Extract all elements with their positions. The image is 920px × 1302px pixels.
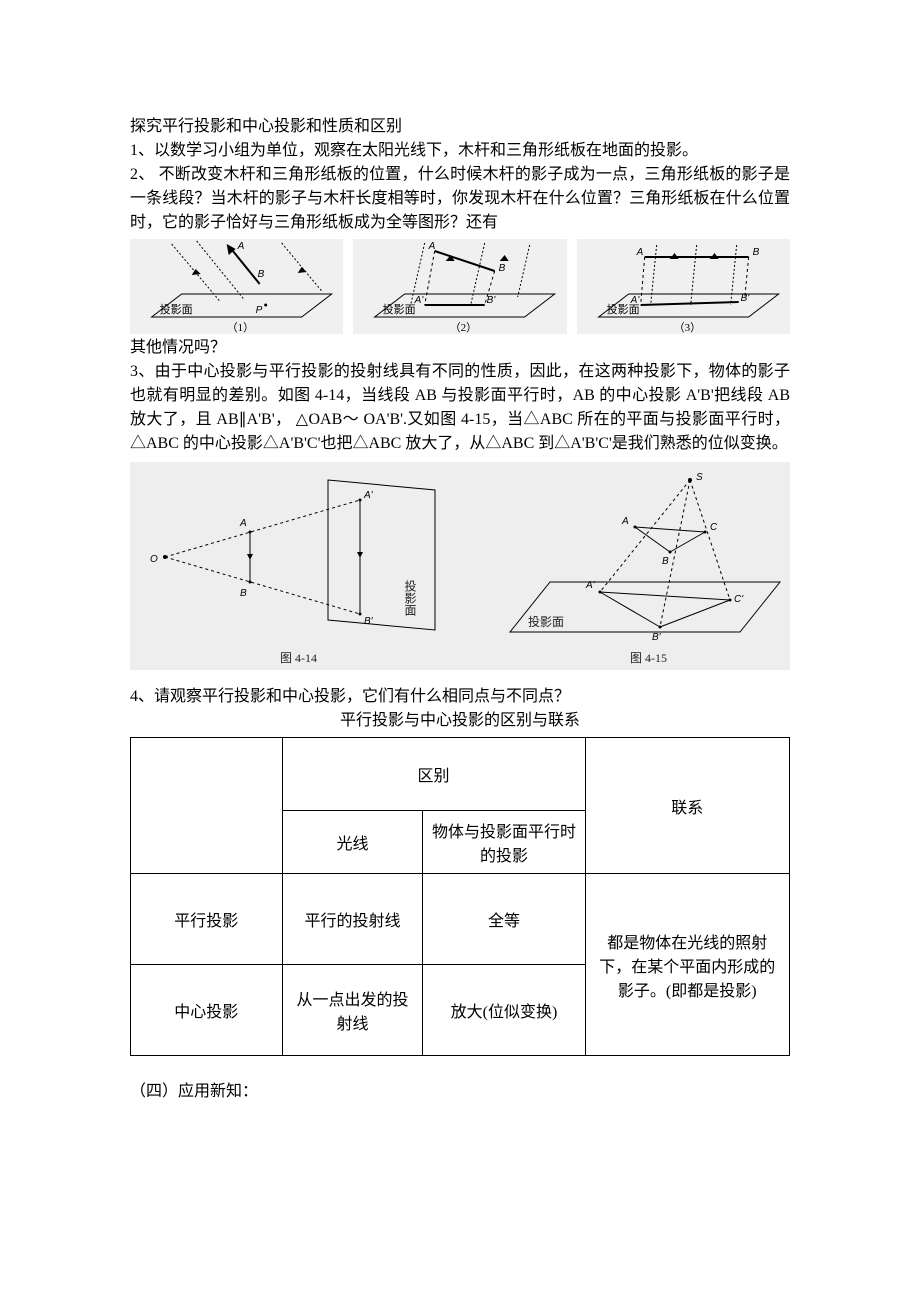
caption-4-15: 图 4-15	[630, 651, 667, 665]
comparison-table: 区别 联系 光线 物体与投影面平行时的投影 平行投影 平行的投射线 全等 都是物…	[130, 737, 790, 1056]
label-A-r: A	[621, 516, 629, 527]
label-O: O	[150, 554, 158, 565]
label-Ap-r: A'	[585, 580, 596, 591]
label-Bp: B'	[487, 295, 497, 306]
para-2a: 2、 不断改变木杆和三角形纸板的位置，什么时候木杆的影子成为一点，三角形纸板的影…	[130, 163, 790, 235]
th-link: 联系	[585, 738, 790, 874]
caption-1: （1）	[227, 321, 255, 334]
table-title: 平行投影与中心投影的区别与联系	[130, 709, 790, 733]
para-4: 4、请观察平行投影和中心投影，它们有什么相同点与不同点？	[130, 685, 790, 709]
label-Ap: A'	[629, 295, 640, 306]
row2-proj: 放大(位似变换)	[423, 965, 585, 1056]
para-1: 1、以数学习小组为单位，观察在太阳光线下，木杆和三角形纸板在地面的投影。	[130, 139, 790, 163]
row2-light: 从一点出发的投射线	[282, 965, 423, 1056]
figure-4-14-15: 投影面 O A B A' B' 图 4-14 投影面 S	[130, 462, 790, 670]
th-proj: 物体与投影面平行时的投影	[423, 811, 585, 874]
label-B: B	[499, 263, 506, 274]
label-A: A	[635, 247, 643, 258]
label-B-r: B	[662, 556, 669, 567]
caption-4-14: 图 4-14	[280, 651, 317, 665]
label-Bp-r: B'	[652, 632, 662, 643]
para-3: 3、由于中心投影与平行投影的投射线具有不同的性质，因此，在这两种投影下，物体的影…	[130, 360, 790, 456]
caption-3: （3）	[673, 321, 701, 334]
plane-label-right: 投影面	[528, 614, 564, 629]
plane-label: 投影面	[383, 302, 416, 316]
label-B: B	[752, 247, 759, 258]
label-Ap: A'	[414, 295, 425, 306]
rows-link: 都是物体在光线的照射下，在某个平面内形成的影子。(即都是投影)	[585, 874, 790, 1056]
label-B-l: B	[240, 588, 247, 599]
th-blank	[131, 738, 283, 874]
row1-proj: 全等	[423, 874, 585, 965]
figure-panel-1: 投影面 A B P （1）	[130, 239, 343, 334]
plane-label: 投影面	[160, 302, 193, 316]
figure-row-small: 投影面 A B P （1） 投影面	[130, 239, 790, 334]
label-Ap-l: A'	[363, 490, 374, 501]
label-A-l: A	[239, 518, 247, 529]
th-light: 光线	[282, 811, 423, 874]
para-2b: 其他情况吗？	[130, 336, 790, 360]
label-Bp: B'	[740, 293, 750, 304]
para-5: （四）应用新知：	[130, 1080, 790, 1104]
label-S: S	[696, 472, 703, 483]
figure-panel-3: 投影面 A B A' B' （3）	[577, 239, 790, 334]
th-diff: 区别	[282, 738, 585, 811]
label-A: A	[237, 241, 245, 252]
plane-label-left: 投影面	[403, 579, 417, 616]
label-Bp-l: B'	[364, 616, 374, 627]
section-title: 探究平行投影和中心投影和性质和区别	[130, 115, 790, 139]
figure-panel-2: 投影面 A B A' B' （2）	[353, 239, 566, 334]
label-P: P	[256, 305, 263, 316]
row2-name: 中心投影	[131, 965, 283, 1056]
label-B: B	[258, 269, 265, 280]
caption-2: （2）	[450, 321, 478, 334]
label-Cp-r: C'	[734, 594, 744, 605]
row1-light: 平行的投射线	[282, 874, 423, 965]
row1-name: 平行投影	[131, 874, 283, 965]
label-A: A	[428, 241, 436, 252]
label-C-r: C	[710, 522, 718, 533]
